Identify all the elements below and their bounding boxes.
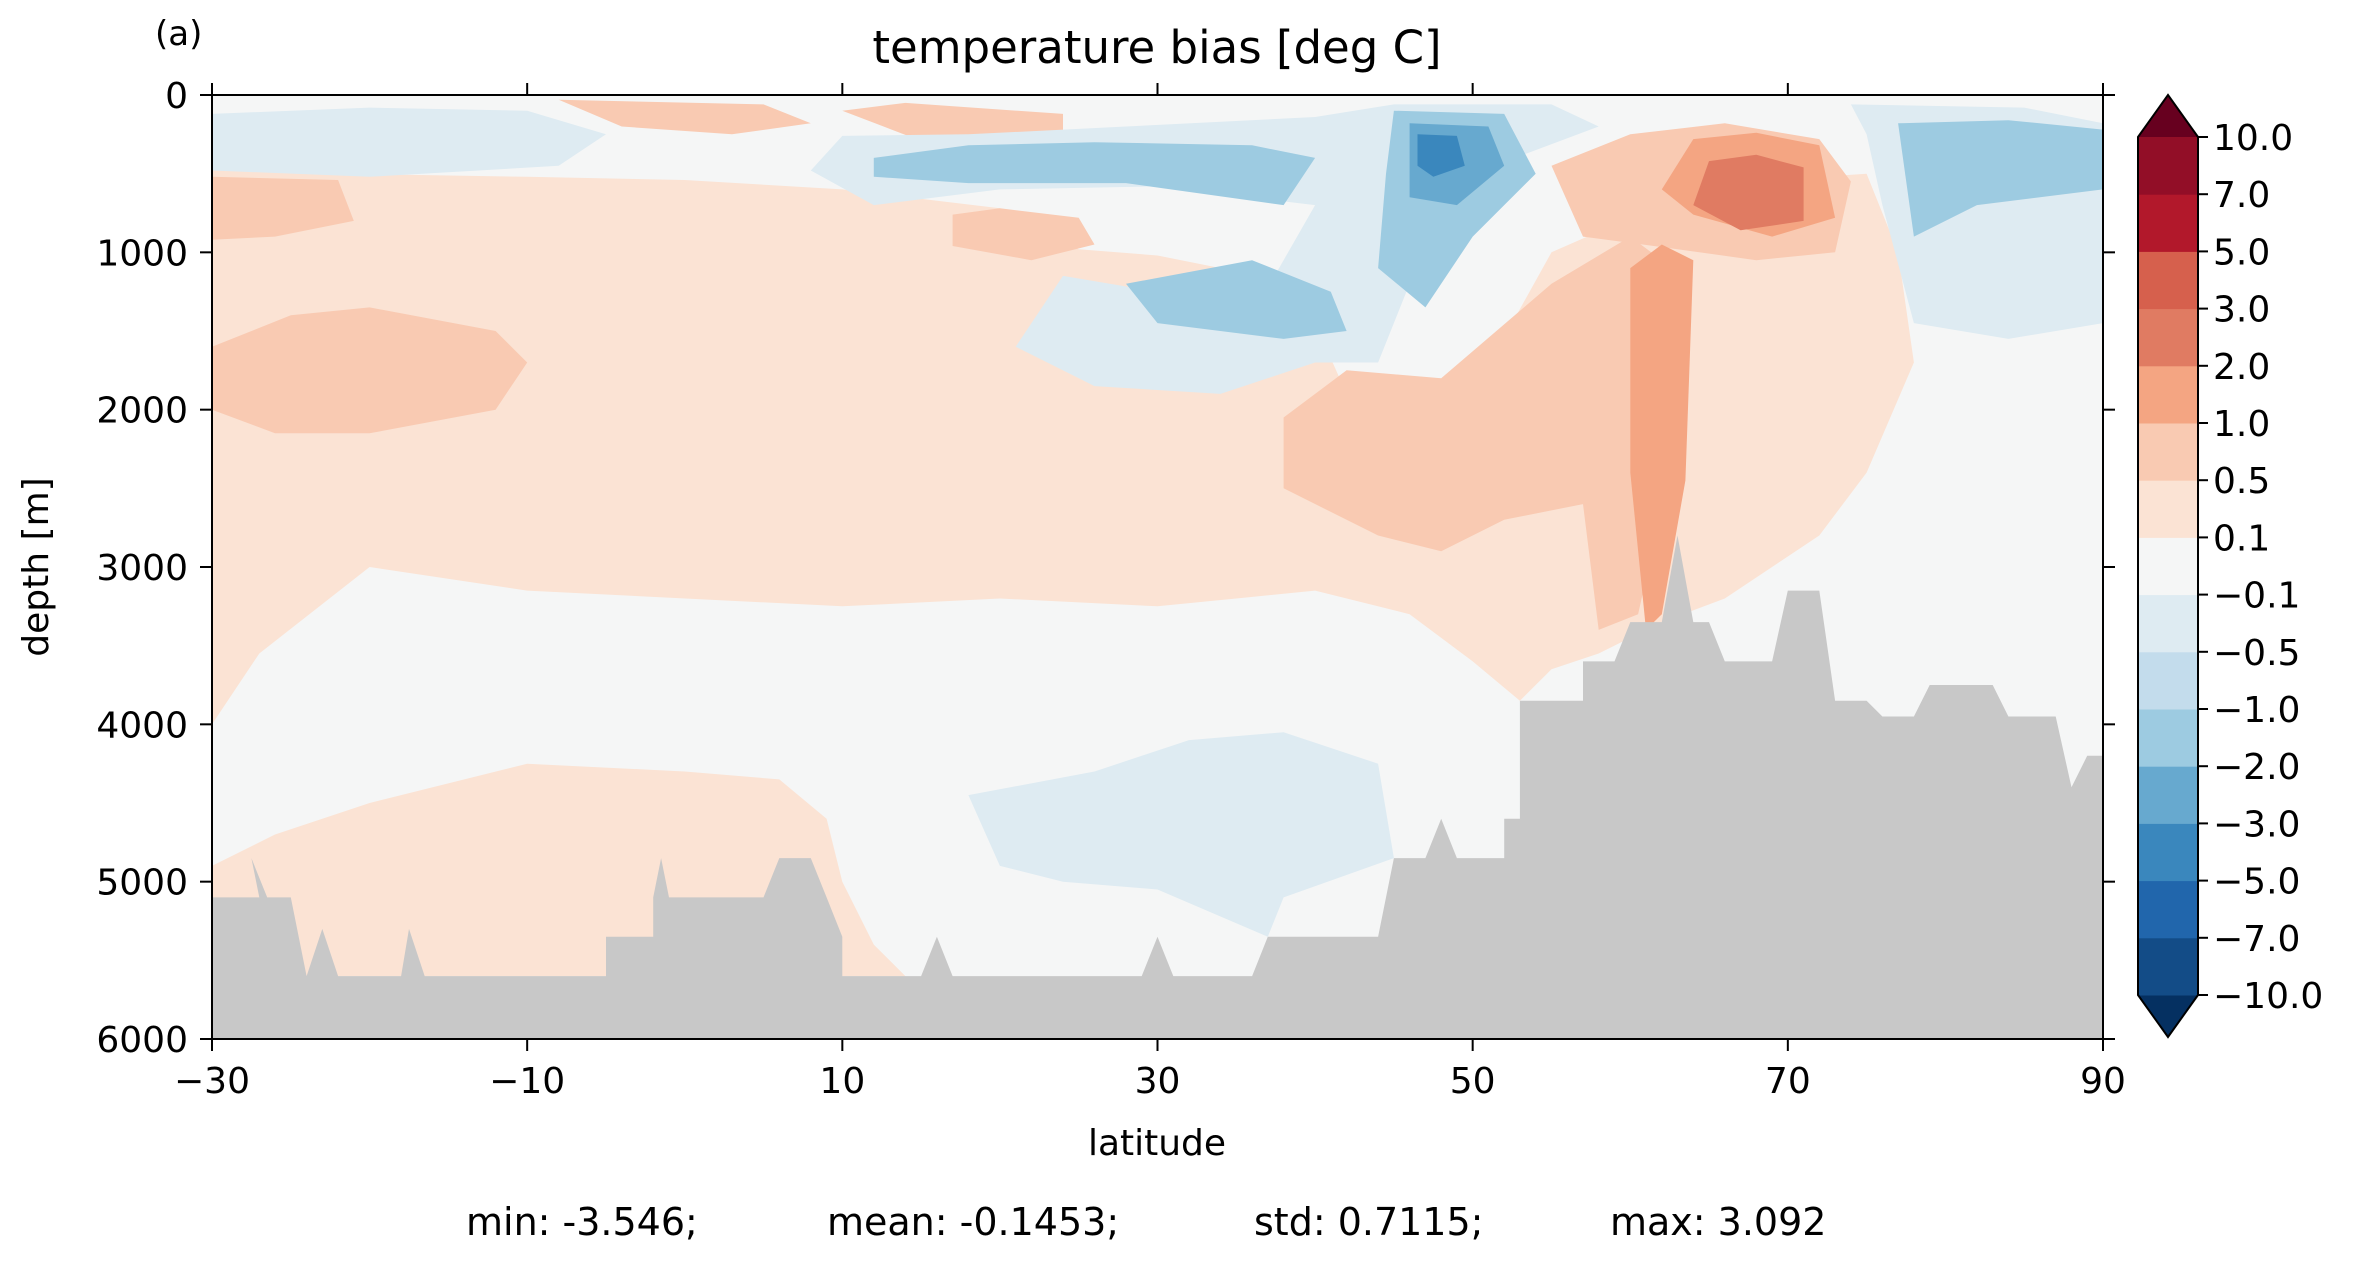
y-axis: 0 1000 2000 3000 4000 5000 6000 (96, 76, 2115, 1061)
colorbar-tick-label: −0.5 (2213, 633, 2300, 674)
colorbar-tick-label: −3.0 (2213, 804, 2300, 845)
colorbar-tick-label: 7.0 (2213, 175, 2270, 216)
contour-region-10 (1630, 244, 1694, 630)
colorbar-tick-label: 2.0 (2213, 347, 2270, 388)
colorbar-segment (2138, 137, 2198, 195)
x-tick-label: −30 (174, 1061, 250, 1102)
stat-std: std: 0.7115; (1254, 1200, 1483, 1244)
contour-region-11 (1693, 154, 1804, 231)
contour-region-21 (1417, 134, 1465, 177)
y-tick-label: 5000 (96, 863, 188, 904)
bathymetry-land (212, 535, 2103, 1039)
x-tick-label: 30 (1135, 1061, 1181, 1102)
colorbar-extend-top (2138, 95, 2198, 137)
colorbar-segment (2138, 651, 2198, 710)
y-tick-label: 0 (165, 76, 188, 117)
colorbar-segment (2138, 194, 2198, 252)
contour-region-16 (873, 142, 1316, 206)
x-tick-label: 70 (1765, 1061, 1811, 1102)
colorbar-tick-label: −10.0 (2213, 976, 2323, 1017)
stat-min: min: -3.546; (466, 1200, 698, 1244)
contour-region-0 (212, 161, 1914, 725)
y-tick-label: 6000 (96, 1020, 188, 1061)
y-tick-label: 4000 (96, 705, 188, 746)
land-mask (212, 535, 2103, 1039)
contour-region-6 (952, 208, 1095, 261)
colorbar-segment (2138, 766, 2198, 824)
x-tick-label: −10 (489, 1061, 565, 1102)
colorbar-segment (2138, 594, 2198, 653)
colorbar-tick-label: 0.1 (2213, 518, 2270, 559)
contour-region-17 (1126, 260, 1347, 339)
colorbar-segment (2138, 880, 2198, 939)
colorbar-extend-bottom (2138, 995, 2198, 1037)
contour-region-2 (212, 307, 528, 434)
colorbar-segment (2138, 308, 2198, 367)
x-tick-label: 50 (1450, 1061, 1496, 1102)
y-tick-label: 3000 (96, 548, 188, 589)
contour-region-19 (1898, 120, 2103, 237)
colorbar-tick-label: 1.0 (2213, 404, 2270, 445)
colorbar-tick-label: −2.0 (2213, 747, 2300, 788)
colorbar-segment (2138, 937, 2198, 996)
colorbar-segment (2138, 423, 2198, 481)
colorbar-tick-label: 3.0 (2213, 290, 2270, 331)
colorbar-segment (2138, 709, 2198, 767)
chart-title: temperature bias [deg C] (872, 21, 1441, 74)
colorbar-tick-label: −7.0 (2213, 919, 2300, 960)
contour-region-15 (968, 732, 1394, 937)
y-tick-label: 1000 (96, 233, 188, 274)
colorbar: −10.0 −7.0 −5.0 −3.0 −2.0 −1.0 −0.5 −0.1 0.1 0.5 1… (2137, 93, 2323, 1039)
colorbar-tick-label: −0.1 (2213, 576, 2300, 617)
x-tick-label: 90 (2080, 1061, 2126, 1102)
stat-mean: mean: -0.1453; (827, 1200, 1119, 1244)
colorbar-segment (2138, 537, 2198, 596)
x-tick-label: 10 (819, 1061, 865, 1102)
contour-region-4 (1283, 236, 1670, 630)
colorbar-segment (2138, 823, 2198, 882)
contour-region-12 (212, 107, 606, 177)
x-axis: −30 −10 10 30 50 70 90 (174, 83, 2126, 1102)
y-tick-label: 2000 (96, 391, 188, 432)
colorbar-tick-label: 10.0 (2213, 118, 2293, 159)
colorbar-segment (2138, 480, 2198, 538)
y-axis-label: depth [m] (16, 477, 57, 656)
colorbar-tick-label: 5.0 (2213, 232, 2270, 273)
contour-region-3 (212, 176, 354, 240)
contour-region-7 (558, 99, 811, 135)
panel-label: (a) (155, 14, 202, 54)
colorbar-segment (2138, 365, 2198, 424)
colorbar-segment (2138, 251, 2198, 310)
colorbar-tick-label: 0.5 (2213, 461, 2270, 502)
stat-max: max: 3.092 (1610, 1200, 1826, 1244)
x-axis-label: latitude (1088, 1123, 1226, 1164)
colorbar-tick-label: −5.0 (2213, 862, 2300, 903)
contour-field (212, 95, 2103, 1039)
colorbar-tick-label: −1.0 (2213, 690, 2300, 731)
